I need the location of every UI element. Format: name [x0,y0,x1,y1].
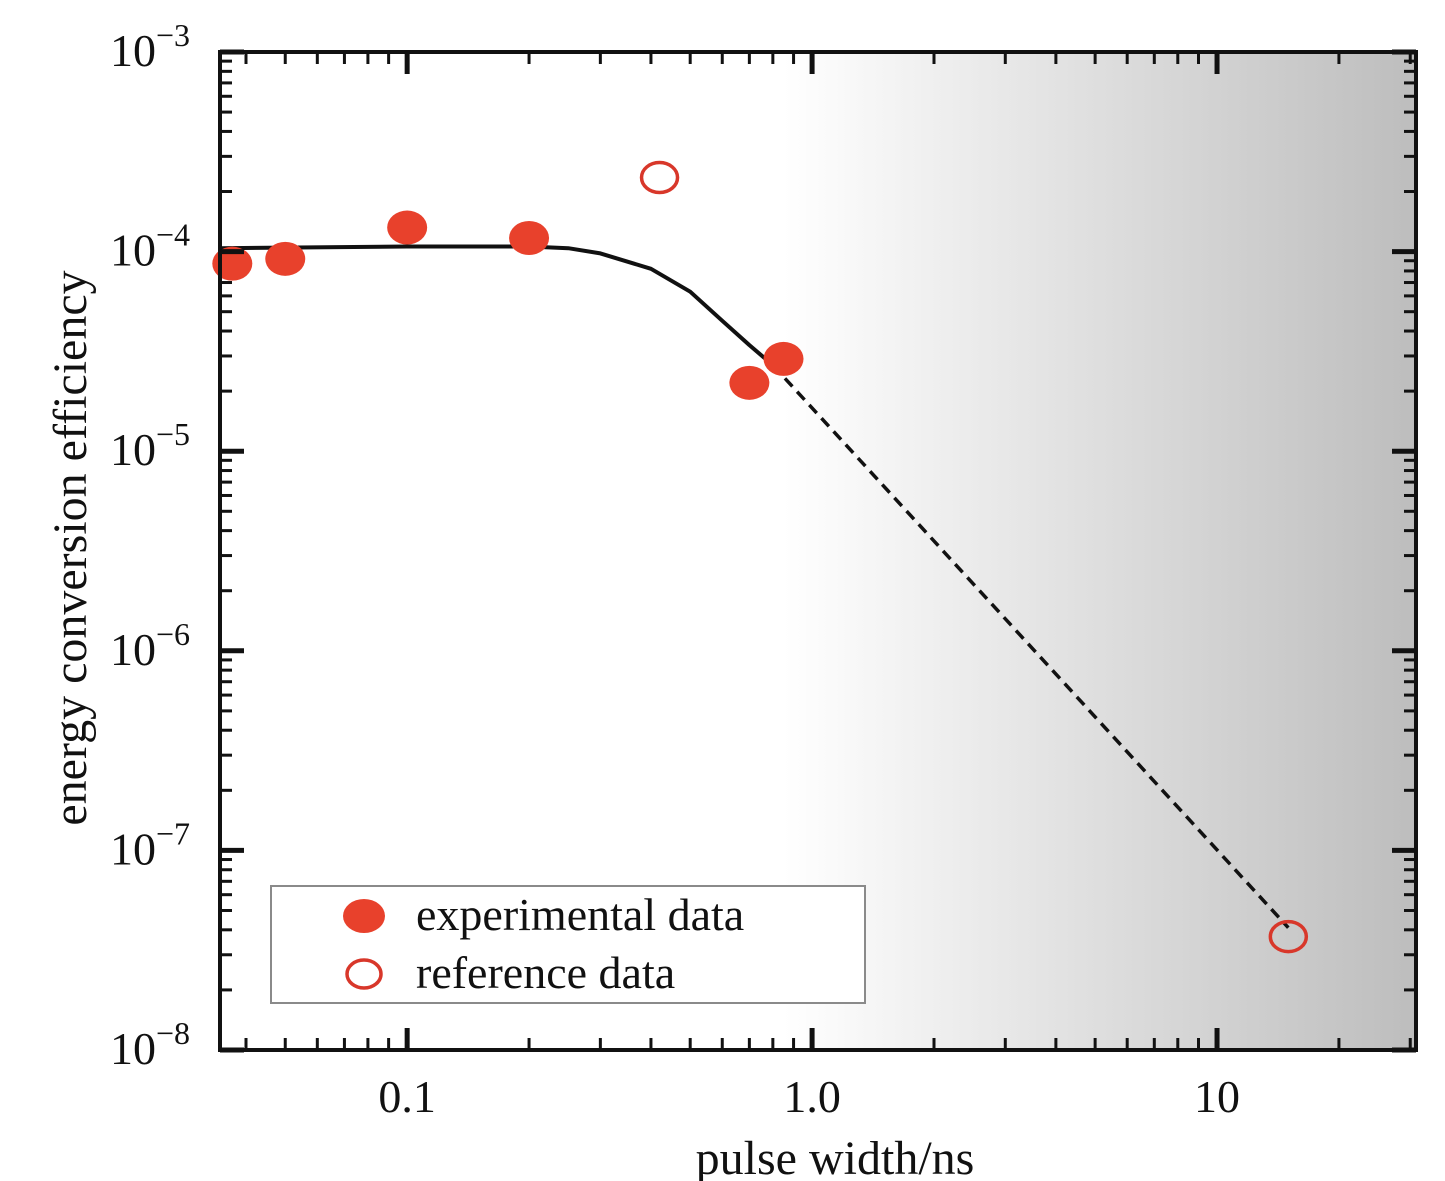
legend: experimental data reference data [270,885,866,1004]
plot-frame [218,50,1418,1052]
fit-curve-dashed [771,363,1290,929]
legend-marker-reference [345,958,383,990]
shaded-region [783,52,1416,1050]
y-tick-label: 10−8 [110,1015,190,1074]
curves [220,244,1290,929]
x-axis-label: pulse width/ns [696,1132,975,1181]
y-tick-label: 10−6 [110,616,190,675]
y-tick-label: 10−3 [110,17,190,76]
data-point-reference [1268,919,1309,954]
data-point-experimental [729,365,770,400]
data-point-reference [639,160,680,195]
fit-curve-solid [220,244,775,368]
legend-marker-experimental [343,899,385,933]
legend-label-reference: reference data [416,947,675,998]
data-point-experimental [212,246,253,281]
data-point-experimental [509,220,550,255]
data-point-experimental [387,210,428,245]
y-tick-label: 10−5 [110,416,190,475]
major-ticks [220,49,1416,1053]
y-axis-label: energy conversion efficiency [44,270,97,825]
x-tick-label: 0.1 [378,1071,436,1122]
data-points [212,160,1309,954]
y-tick-label: 10−7 [110,815,190,874]
x-tick-label: 1.0 [783,1071,841,1122]
x-tick-label: 10 [1194,1071,1240,1122]
tick-labels: 0.1 1.0 10 10−3 10−4 10−5 10−6 10−7 10−8 [110,17,1240,1122]
data-point-experimental [265,241,306,276]
y-tick-label: 10−4 [110,217,190,276]
data-point-experimental [763,341,804,376]
legend-label-experimental: experimental data [416,889,744,940]
